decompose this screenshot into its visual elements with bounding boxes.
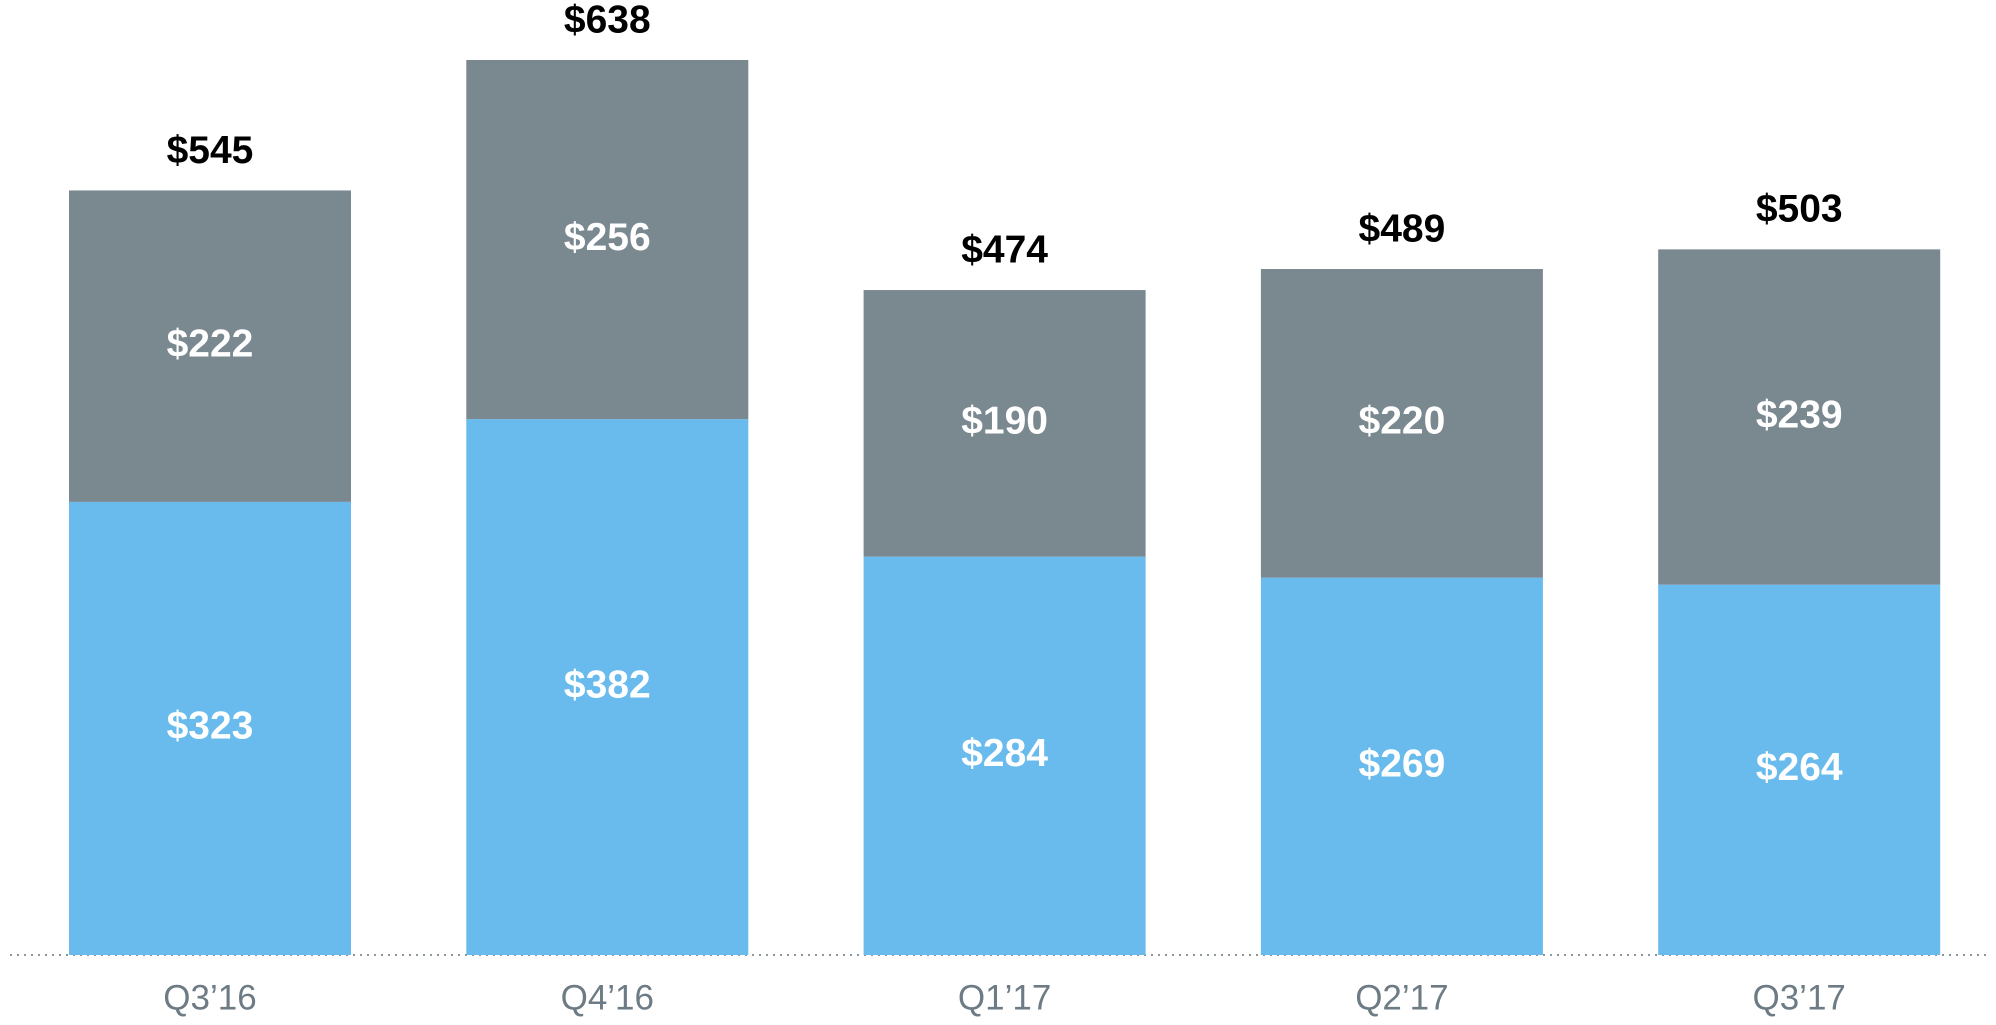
x-tick-label: Q1’17 <box>958 978 1051 1017</box>
x-tick-label: Q4’16 <box>561 978 654 1017</box>
segment-label: $222 <box>167 322 254 365</box>
x-tick-label: Q3’16 <box>163 978 256 1017</box>
segment-label: $239 <box>1756 393 1843 436</box>
segment-label: $323 <box>167 705 254 748</box>
bar-segment <box>1260 269 1543 578</box>
total-label: $503 <box>1756 188 1843 231</box>
total-label: $489 <box>1359 207 1446 250</box>
bar-segment <box>1260 577 1543 955</box>
segment-label: $190 <box>961 400 1048 443</box>
bar-segment <box>466 419 749 955</box>
bar-segment <box>1658 584 1941 955</box>
bar-segment <box>466 60 749 420</box>
x-tick-label: Q2’17 <box>1355 978 1448 1017</box>
segment-label: $269 <box>1359 743 1446 786</box>
total-label: $545 <box>167 129 254 172</box>
x-tick-label: Q3’17 <box>1752 978 1845 1017</box>
segment-label: $256 <box>564 216 651 259</box>
segment-label: $220 <box>1359 400 1446 443</box>
segment-label: $382 <box>564 663 651 706</box>
bar-segment <box>863 556 1146 955</box>
bar-segment <box>69 501 351 955</box>
total-label: $474 <box>961 228 1048 271</box>
bar-segment <box>1658 249 1941 585</box>
bar-segment <box>69 190 351 502</box>
segment-label: $264 <box>1756 746 1843 789</box>
segment-label: $284 <box>961 732 1048 775</box>
total-label: $638 <box>564 0 651 41</box>
bar-segment <box>863 290 1146 557</box>
